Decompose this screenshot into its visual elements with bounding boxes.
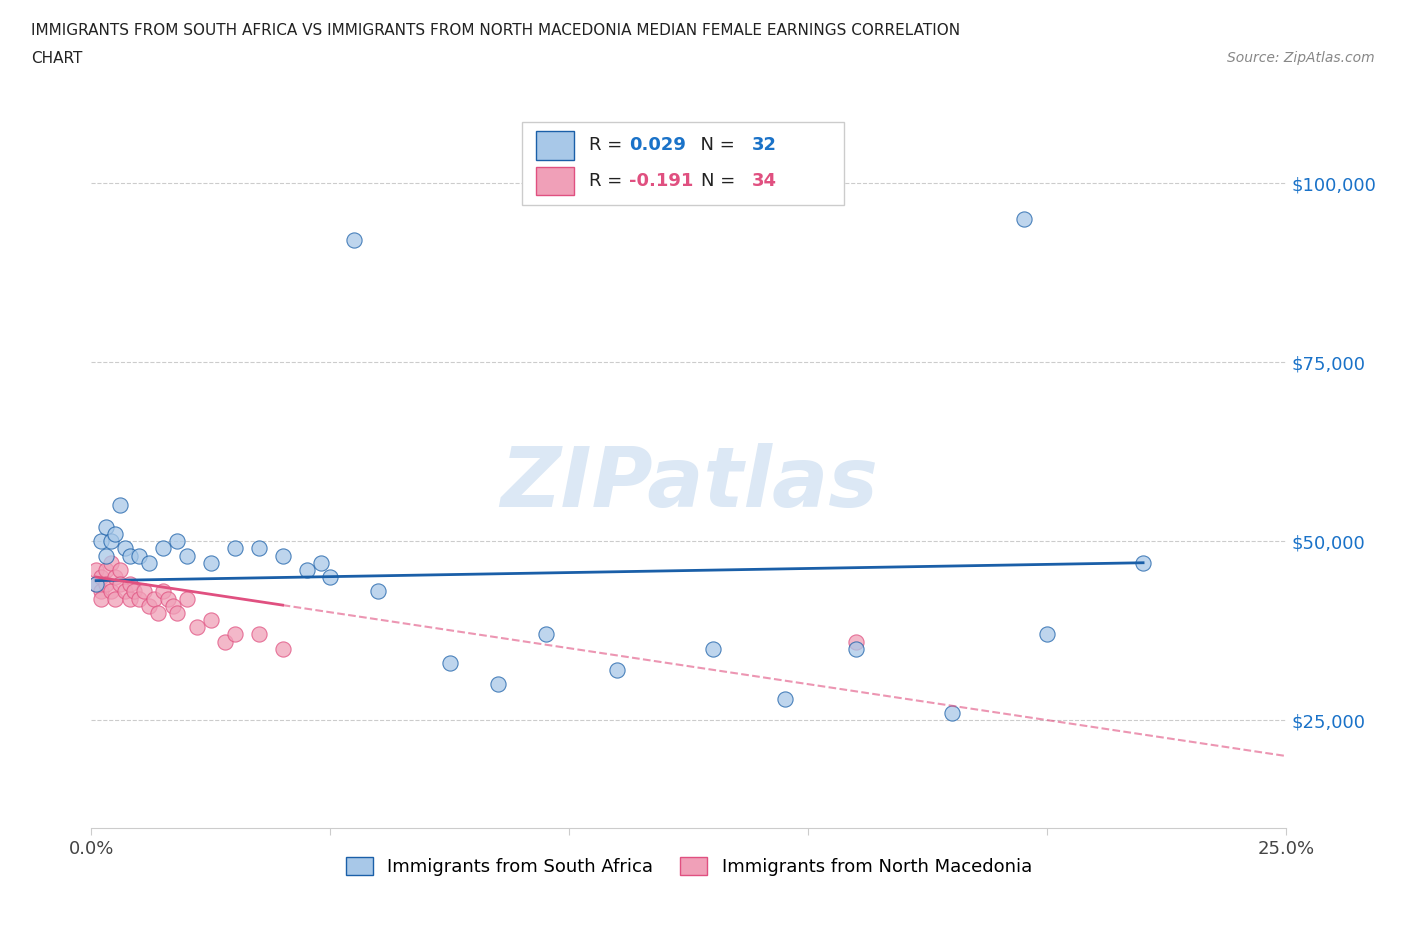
Point — [100, 555, 122, 570]
Point — [176, 591, 198, 606]
Point — [439, 656, 461, 671]
Point — [138, 598, 160, 613]
Text: R =: R = — [589, 172, 627, 190]
Point — [84, 577, 107, 591]
Point — [118, 548, 141, 563]
Text: 32: 32 — [752, 137, 778, 154]
Point — [94, 577, 117, 591]
Point — [166, 534, 188, 549]
Point — [271, 548, 294, 563]
Point — [100, 584, 122, 599]
FancyBboxPatch shape — [522, 123, 844, 205]
Point — [271, 642, 294, 657]
Point — [94, 563, 117, 578]
Point — [108, 498, 131, 513]
Point — [90, 534, 112, 549]
Point — [247, 627, 270, 642]
Point — [114, 584, 136, 599]
Point — [142, 591, 165, 606]
Point — [90, 591, 112, 606]
Point — [773, 691, 796, 706]
Text: 0.029: 0.029 — [630, 137, 686, 154]
Point — [90, 584, 112, 599]
Point — [84, 563, 107, 578]
Point — [138, 555, 160, 570]
Text: -0.191: -0.191 — [630, 172, 693, 190]
Point — [1036, 627, 1059, 642]
Point — [104, 526, 127, 541]
Point — [108, 563, 131, 578]
Point — [845, 634, 868, 649]
Point — [702, 642, 724, 657]
Point — [128, 591, 150, 606]
Point — [108, 577, 131, 591]
Point — [156, 591, 179, 606]
Point — [224, 541, 246, 556]
Point — [606, 663, 628, 678]
Point — [367, 584, 389, 599]
Point — [309, 555, 332, 570]
Point — [845, 642, 868, 657]
Text: IMMIGRANTS FROM SOUTH AFRICA VS IMMIGRANTS FROM NORTH MACEDONIA MEDIAN FEMALE EA: IMMIGRANTS FROM SOUTH AFRICA VS IMMIGRAN… — [31, 23, 960, 38]
Point — [94, 520, 117, 535]
Point — [148, 605, 170, 620]
Text: CHART: CHART — [31, 51, 83, 66]
Point — [176, 548, 198, 563]
Point — [247, 541, 270, 556]
Point — [941, 706, 963, 721]
Point — [295, 563, 318, 578]
Text: Source: ZipAtlas.com: Source: ZipAtlas.com — [1227, 51, 1375, 65]
Point — [200, 555, 222, 570]
Point — [114, 541, 136, 556]
Point — [319, 569, 342, 585]
Bar — [536, 131, 574, 160]
Point — [1132, 555, 1154, 570]
Point — [118, 591, 141, 606]
Point — [166, 605, 188, 620]
Text: N =: N = — [689, 137, 741, 154]
Point — [162, 598, 184, 613]
Point — [132, 584, 155, 599]
Point — [224, 627, 246, 642]
Point — [486, 677, 509, 692]
Point — [343, 233, 366, 248]
Bar — [536, 166, 574, 195]
Point — [1012, 212, 1035, 227]
Point — [118, 577, 141, 591]
Point — [124, 584, 146, 599]
Point — [186, 619, 208, 634]
Point — [152, 584, 174, 599]
Point — [90, 569, 112, 585]
Text: 34: 34 — [752, 172, 778, 190]
Point — [100, 534, 122, 549]
Point — [214, 634, 236, 649]
Text: N =: N = — [700, 172, 741, 190]
Point — [104, 591, 127, 606]
Legend: Immigrants from South Africa, Immigrants from North Macedonia: Immigrants from South Africa, Immigrants… — [339, 849, 1039, 884]
Point — [128, 548, 150, 563]
Point — [104, 569, 127, 585]
Point — [84, 577, 107, 591]
Point — [534, 627, 557, 642]
Point — [200, 613, 222, 628]
Text: ZIPatlas: ZIPatlas — [501, 444, 877, 525]
Point — [94, 548, 117, 563]
Point — [152, 541, 174, 556]
Text: R =: R = — [589, 137, 627, 154]
